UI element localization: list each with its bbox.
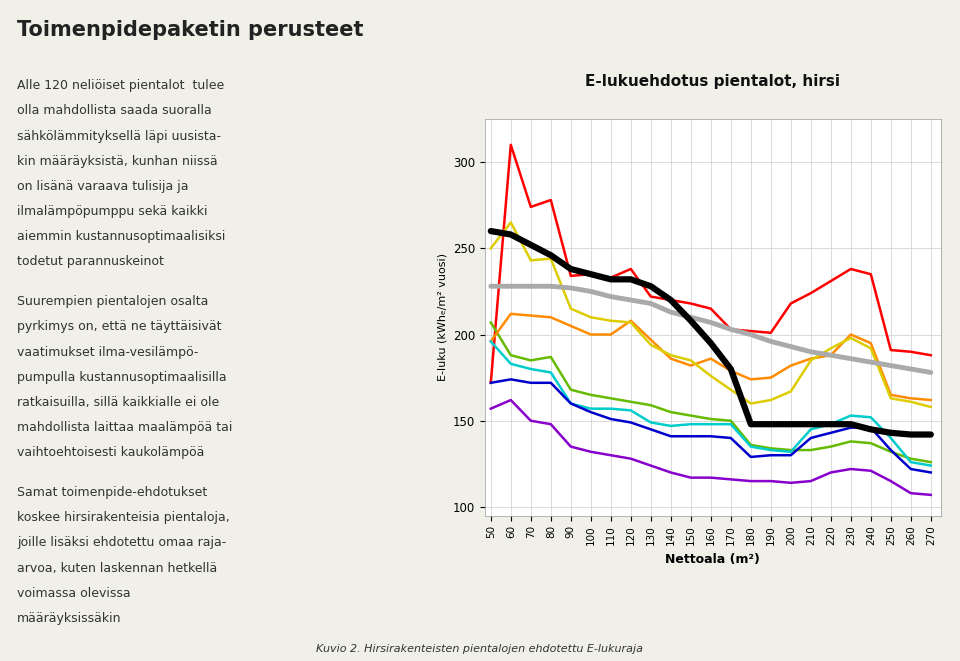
Text: kin määräyksistä, kunhan niissä: kin määräyksistä, kunhan niissä [17,155,218,168]
Text: E-lukuehdotus pientalot, hirsi: E-lukuehdotus pientalot, hirsi [586,74,840,89]
Text: määräyksissäkin: määräyksissäkin [17,612,121,625]
Text: pyrkimys on, että ne täyttäisivät: pyrkimys on, että ne täyttäisivät [17,321,222,333]
Text: voimassa olevissa: voimassa olevissa [17,587,131,600]
Text: Toimenpidepaketin perusteet: Toimenpidepaketin perusteet [17,20,364,40]
Text: pumpulla kustannusoptimaalisilla: pumpulla kustannusoptimaalisilla [17,371,227,383]
Text: arvoa, kuten laskennan hetkellä: arvoa, kuten laskennan hetkellä [17,562,217,574]
Text: vaihtoehtoisesti kaukolämpöä: vaihtoehtoisesti kaukolämpöä [17,446,204,459]
X-axis label: Nettoala (m²): Nettoala (m²) [665,553,760,566]
Text: mahdollista laittaa maalämpöä tai: mahdollista laittaa maalämpöä tai [17,421,232,434]
Text: aiemmin kustannusoptimaalisiksi: aiemmin kustannusoptimaalisiksi [17,230,226,243]
Text: vaatimukset ilma-vesilämpö-: vaatimukset ilma-vesilämpö- [17,346,199,358]
Text: Samat toimenpide-ehdotukset: Samat toimenpide-ehdotukset [17,486,207,499]
Text: koskee hirsirakenteisia pientaloja,: koskee hirsirakenteisia pientaloja, [17,512,229,524]
Text: Kuvio 2. Hirsirakenteisten pientalojen ehdotettu E-lukuraja: Kuvio 2. Hirsirakenteisten pientalojen e… [317,644,643,654]
Text: on lisänä varaava tulisija ja: on lisänä varaava tulisija ja [17,180,188,193]
Text: Alle 120 neliöiset pientalot  tulee: Alle 120 neliöiset pientalot tulee [17,79,224,93]
Text: sähkölämmityksellä läpi uusista-: sähkölämmityksellä läpi uusista- [17,130,221,143]
Text: todetut parannuskeinot: todetut parannuskeinot [17,255,164,268]
Text: ilmalämpöpumppu sekä kaikki: ilmalämpöpumppu sekä kaikki [17,205,207,218]
Text: olla mahdollista saada suoralla: olla mahdollista saada suoralla [17,104,211,118]
Y-axis label: E-luku (kWhₑ/m² vuosi): E-luku (kWhₑ/m² vuosi) [437,253,447,381]
Text: Suurempien pientalojen osalta: Suurempien pientalojen osalta [17,295,208,308]
Text: ratkaisuilla, sillä kaikkialle ei ole: ratkaisuilla, sillä kaikkialle ei ole [17,396,219,408]
Text: joille lisäksi ehdotettu omaa raja-: joille lisäksi ehdotettu omaa raja- [17,537,227,549]
